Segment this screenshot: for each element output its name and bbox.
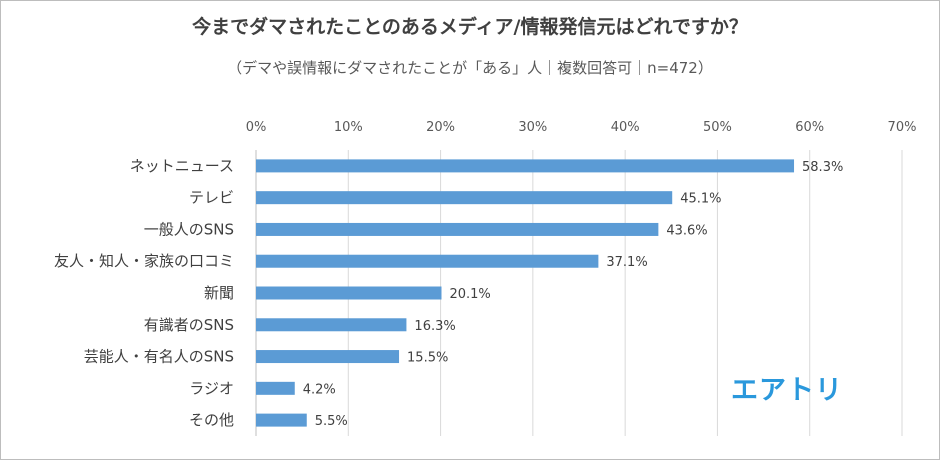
bar (256, 318, 407, 332)
category-label: 新聞 (204, 284, 234, 302)
data-label: 45.1% (680, 192, 721, 207)
chart-title: 今までダマされたことのあるメディア/情報発信元はどれですか？ (192, 16, 748, 38)
data-label: 5.5% (315, 414, 348, 429)
bar (256, 381, 295, 395)
data-label: 16.3% (414, 319, 455, 334)
category-label: 一般人のSNS (144, 220, 234, 238)
x-tick-label: 40% (611, 120, 640, 135)
data-label: 58.3% (802, 160, 843, 175)
bar (256, 159, 795, 173)
bar (256, 191, 673, 205)
category-label: テレビ (189, 189, 234, 207)
x-tick-label: 20% (426, 120, 455, 135)
x-tick-label: 60% (795, 120, 824, 135)
brand-logo: エアトリ (731, 375, 843, 406)
bar (256, 413, 307, 427)
x-tick-label: 70% (888, 120, 917, 135)
category-label: その他 (189, 411, 234, 429)
bar (256, 286, 442, 300)
data-label: 20.1% (449, 287, 490, 302)
category-label: 有識者のSNS (144, 316, 234, 334)
category-label: 芸能人・有名人のSNS (84, 348, 234, 366)
chart-subtitle: （デマや誤情報にダマされたことが「ある」人｜複数回答可｜n=472） (227, 59, 713, 77)
data-label: 43.6% (666, 223, 707, 238)
bar (256, 222, 659, 236)
x-tick-label: 30% (518, 120, 547, 135)
x-tick-label: 10% (334, 120, 363, 135)
category-label: 友人・知人・家族の口コミ (54, 252, 234, 270)
bar (256, 350, 400, 364)
data-label: 4.2% (303, 382, 336, 397)
x-tick-label: 0% (246, 120, 267, 135)
data-label: 37.1% (606, 255, 647, 270)
bar (256, 254, 599, 268)
x-tick-label: 50% (703, 120, 732, 135)
category-label: ラジオ (189, 379, 234, 397)
category-label: ネットニュース (130, 157, 234, 175)
data-label: 15.5% (407, 351, 448, 366)
